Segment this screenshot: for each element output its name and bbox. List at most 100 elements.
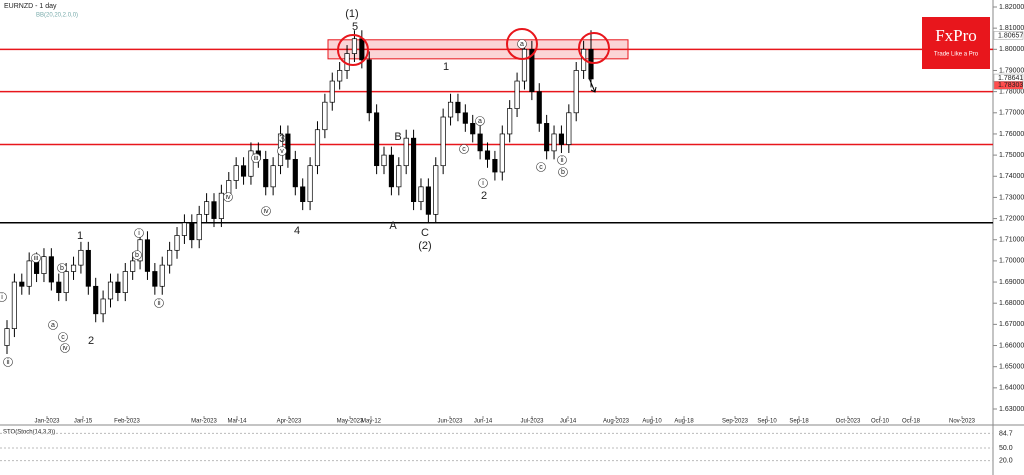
roman-label: b xyxy=(135,252,139,259)
roman-label: ii xyxy=(157,300,161,307)
roman-circle xyxy=(31,253,41,263)
y-tick-label: 1.70000 xyxy=(999,258,1024,265)
candle-body xyxy=(248,150,254,177)
y-tick-label: 1.81000 xyxy=(999,25,1024,32)
roman-circle xyxy=(134,228,144,238)
x-tick-label: Oct-18 xyxy=(902,419,921,425)
plot-background xyxy=(0,0,993,475)
wave-label: 3 xyxy=(279,133,285,145)
roman-label: ii xyxy=(6,359,10,366)
x-tick-label: Nov-2023 xyxy=(949,419,976,425)
candle-body xyxy=(48,256,54,283)
candle-body xyxy=(359,38,365,61)
roman-circle xyxy=(0,292,7,302)
roman-circle xyxy=(517,39,527,49)
x-tick-label: Aug-10 xyxy=(642,419,662,425)
roman-circle xyxy=(558,167,568,177)
wave-label: (2) xyxy=(418,240,431,252)
candle-body xyxy=(411,137,417,203)
roman-label: iv xyxy=(62,345,68,352)
candle-body xyxy=(78,249,84,266)
candle-body xyxy=(240,165,247,177)
x-tick-label: Jan-15 xyxy=(74,419,93,425)
roman-circle xyxy=(3,357,13,367)
brand-tagline: Trade Like a Pro xyxy=(934,52,979,58)
candle-body xyxy=(70,264,77,272)
candle-body xyxy=(566,112,572,145)
candle-body xyxy=(263,158,269,188)
candle-body xyxy=(477,133,483,152)
chart-title: EURNZD - 1 day xyxy=(4,3,57,10)
price-marker xyxy=(993,80,1024,90)
candle-body xyxy=(588,48,594,80)
x-tick-label: Jan-2023 xyxy=(34,419,60,425)
candle-body xyxy=(521,48,528,82)
candle-body xyxy=(174,235,180,251)
y-tick-label: 1.68000 xyxy=(999,300,1024,307)
candle-body xyxy=(403,137,409,167)
y-tick-label: 1.71000 xyxy=(999,237,1024,244)
candle-body xyxy=(152,271,158,287)
price-marker xyxy=(993,31,1024,40)
candle-body xyxy=(167,249,173,266)
roman-circle xyxy=(60,343,70,353)
x-tick-label: Jul-2023 xyxy=(520,419,544,425)
oscillator-title: STO(Stoch(14,3,3)) xyxy=(3,430,55,436)
brand-name: FxPro xyxy=(935,26,977,45)
candle-body xyxy=(544,123,550,152)
candle-body xyxy=(130,260,136,272)
candle-body xyxy=(551,133,557,152)
candle-body xyxy=(181,222,187,236)
candle-body xyxy=(292,158,298,188)
indicator-label: BB(20,20,2.0,0) xyxy=(36,13,78,19)
candle-body xyxy=(107,281,114,300)
candle-body xyxy=(144,239,151,272)
candle-body xyxy=(329,80,335,103)
roman-circle xyxy=(536,162,546,172)
candle-body xyxy=(374,112,380,167)
candle-body xyxy=(536,91,542,124)
candle-body xyxy=(26,260,32,287)
y-tick-label: 1.78000 xyxy=(999,88,1024,95)
y-tick-label: 1.72000 xyxy=(999,215,1024,222)
roman-label: a xyxy=(478,118,482,125)
roman-label: i xyxy=(1,294,3,301)
roman-circle xyxy=(478,178,488,188)
wave-label: 5 xyxy=(352,21,358,33)
y-tick-label: 1.82000 xyxy=(999,4,1024,11)
candle-body xyxy=(122,271,128,293)
x-tick-label: May-2023 xyxy=(337,419,364,425)
wave-label: A xyxy=(389,220,397,232)
y-tick-label: 1.73000 xyxy=(999,194,1024,201)
candle-body xyxy=(366,59,372,114)
candle-body xyxy=(189,222,195,241)
candle-body xyxy=(4,328,10,346)
y-tick-label: 1.69000 xyxy=(999,279,1024,286)
wave-label: 1 xyxy=(443,61,449,73)
highlight-circle xyxy=(506,28,538,60)
roman-circle xyxy=(557,155,567,165)
y-tick-label: 1.74000 xyxy=(999,173,1024,180)
roman-label: i xyxy=(138,230,140,237)
candle-body xyxy=(573,70,579,114)
x-tick-label: Mar-14 xyxy=(227,419,247,425)
x-tick-label: Oct-2023 xyxy=(836,419,861,425)
y-tick-label: 1.79000 xyxy=(999,67,1024,74)
roman-label: iv xyxy=(225,194,231,201)
x-tick-label: Jun-14 xyxy=(474,419,493,425)
candle-body xyxy=(307,165,313,203)
candle-body xyxy=(507,108,513,135)
candle-body xyxy=(19,281,25,287)
highlight-circle xyxy=(578,32,610,64)
y-tick-label: 1.77000 xyxy=(999,110,1024,117)
candle-body xyxy=(322,101,328,131)
candle-body xyxy=(233,165,239,181)
candle-body xyxy=(425,186,431,215)
x-tick-label: Sep-18 xyxy=(789,419,809,425)
x-tick-label: Aug-18 xyxy=(674,419,694,425)
x-tick-label: Mar-2023 xyxy=(191,419,217,425)
candle-body xyxy=(63,271,69,293)
x-tick-label: Oct-10 xyxy=(871,419,890,425)
candle-body xyxy=(470,123,476,135)
y-tick-label: 1.66000 xyxy=(999,342,1024,349)
